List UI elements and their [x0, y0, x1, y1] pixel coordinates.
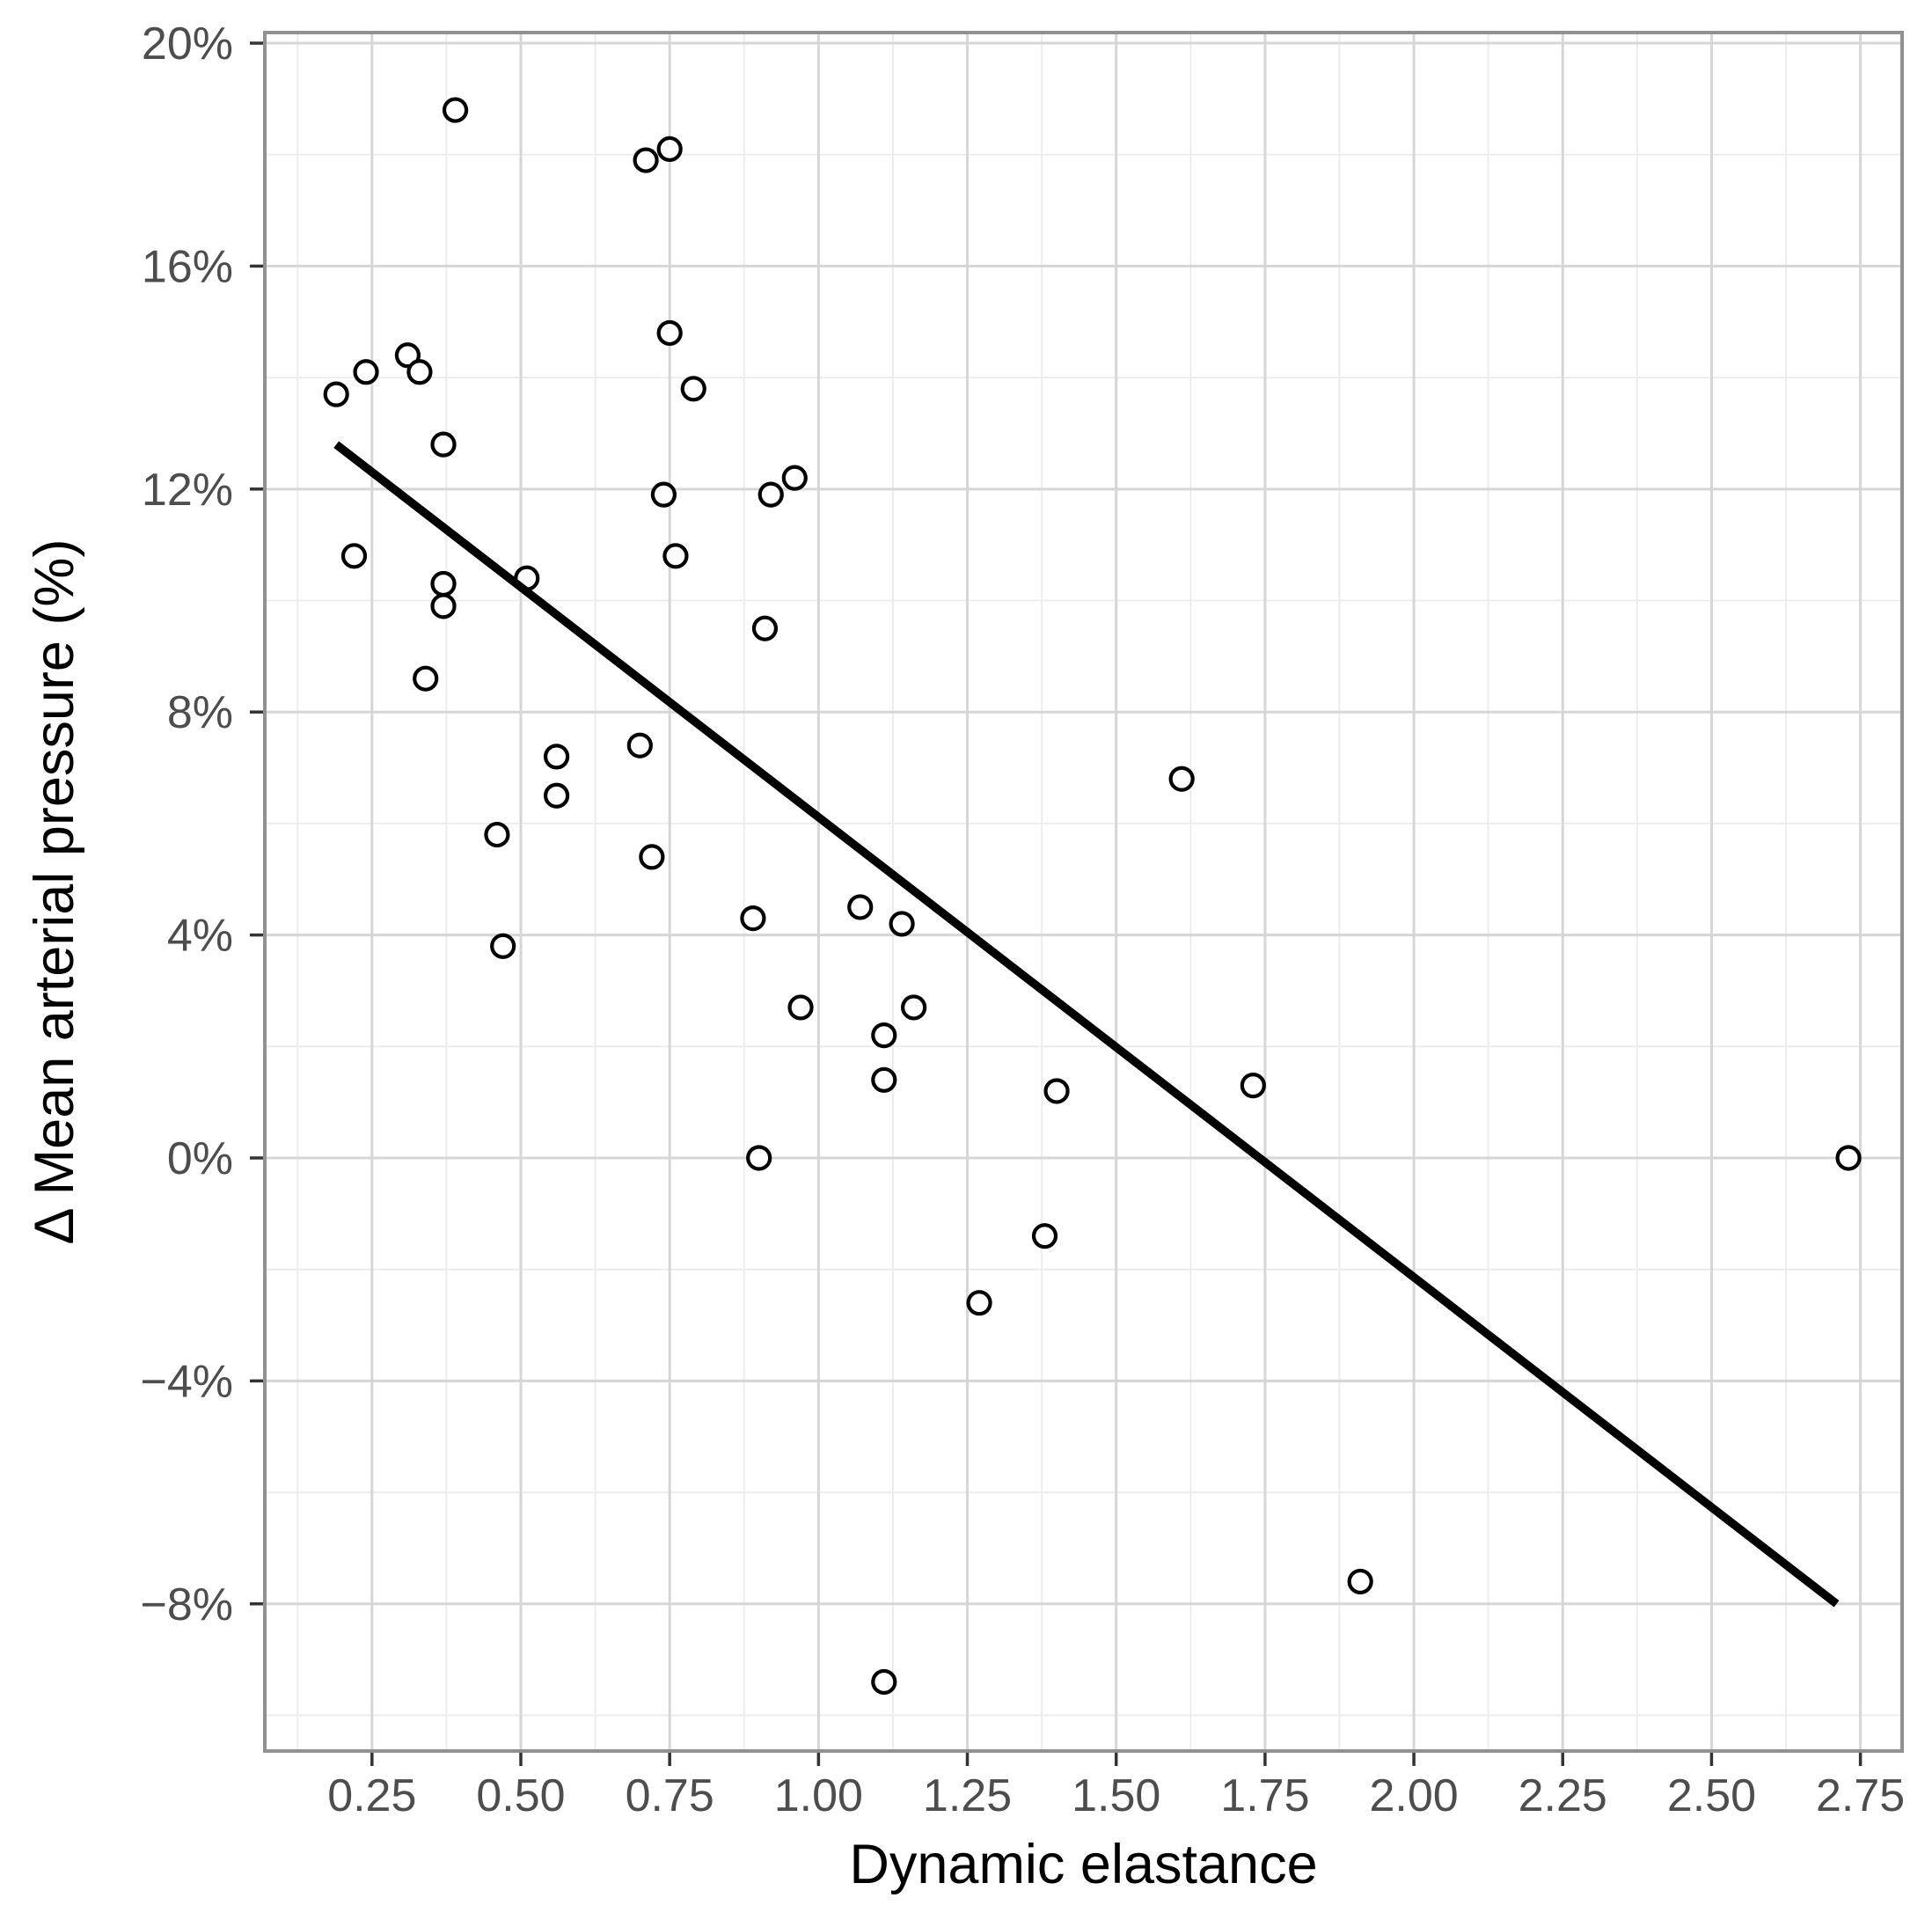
x-tick-label: 0.50: [476, 1770, 565, 1821]
major-gridlines: [265, 33, 1902, 1751]
x-tick-label: 0.25: [327, 1770, 416, 1821]
x-tick-label: 1.50: [1072, 1770, 1160, 1821]
y-tick-label: 16%: [142, 241, 233, 292]
data-point: [323, 381, 349, 407]
data-point: [543, 744, 570, 770]
data-point: [650, 481, 677, 508]
data-point: [639, 844, 665, 870]
x-tick-label: 2.25: [1519, 1770, 1607, 1821]
data-point: [781, 465, 808, 491]
data-point: [740, 905, 766, 932]
minor-gridlines: [265, 33, 1902, 1751]
x-tick-label: 1.00: [774, 1770, 863, 1821]
y-tick-label: −8%: [140, 1579, 233, 1630]
data-point: [656, 319, 683, 347]
data-point: [746, 1145, 772, 1171]
axis-tick-marks: [250, 41, 1862, 1766]
data-point: [413, 665, 439, 692]
data-points: [323, 97, 1862, 1696]
x-tick-label: 2.75: [1816, 1770, 1905, 1821]
data-point: [871, 1066, 897, 1093]
y-tick-label: 12%: [142, 465, 233, 516]
data-point: [394, 342, 421, 369]
panel-border: [263, 31, 1904, 1753]
data-point: [751, 615, 779, 641]
data-point: [626, 732, 653, 758]
regression-line: [333, 441, 1840, 1608]
data-point: [340, 543, 368, 569]
data-point: [1168, 766, 1195, 792]
data-point: [1031, 1223, 1058, 1249]
data-point: [353, 359, 379, 385]
y-tick-label: 8%: [167, 687, 233, 738]
data-point: [543, 782, 570, 809]
data-point: [633, 147, 659, 173]
data-point: [442, 97, 469, 123]
data-point: [430, 431, 457, 458]
data-point: [1835, 1145, 1862, 1171]
data-point: [430, 570, 457, 597]
y-tick-label: 4%: [167, 911, 233, 962]
data-point: [430, 593, 457, 619]
data-point: [847, 894, 874, 920]
x-tick-label: 1.75: [1220, 1770, 1309, 1821]
panel-border-rect: [263, 31, 1904, 1753]
data-point: [1240, 1073, 1266, 1099]
data-point: [1043, 1078, 1070, 1104]
y-axis-title: Δ Mean arterial pressure (%): [24, 539, 85, 1245]
x-tick-label: 0.75: [626, 1770, 714, 1821]
data-point: [871, 1668, 897, 1696]
data-point: [490, 933, 516, 959]
data-point: [871, 1022, 897, 1049]
x-tick-label: 2.50: [1667, 1770, 1756, 1821]
x-axis-title: Dynamic elastance: [849, 1834, 1318, 1895]
data-point: [889, 911, 915, 937]
data-point: [406, 359, 433, 385]
data-point: [757, 481, 784, 508]
x-tick-label: 2.00: [1369, 1770, 1458, 1821]
data-point: [901, 994, 927, 1021]
trend-line: [333, 441, 1840, 1608]
data-point: [662, 543, 689, 569]
data-point: [680, 376, 706, 402]
axis-tick-labels: 0.25 0.50 0.75 1.00 1.25 1.50 1.75 2.00 2.25 2.50…: [140, 18, 1905, 1821]
data-point: [966, 1290, 992, 1316]
data-point: [1347, 1568, 1373, 1595]
data-point: [484, 821, 510, 848]
data-point: [656, 136, 683, 162]
data-point: [787, 994, 814, 1021]
y-tick-label: 20%: [142, 18, 233, 70]
y-tick-label: −4%: [140, 1356, 233, 1407]
x-tick-label: 1.25: [923, 1770, 1012, 1821]
y-tick-label: 0%: [167, 1133, 233, 1184]
